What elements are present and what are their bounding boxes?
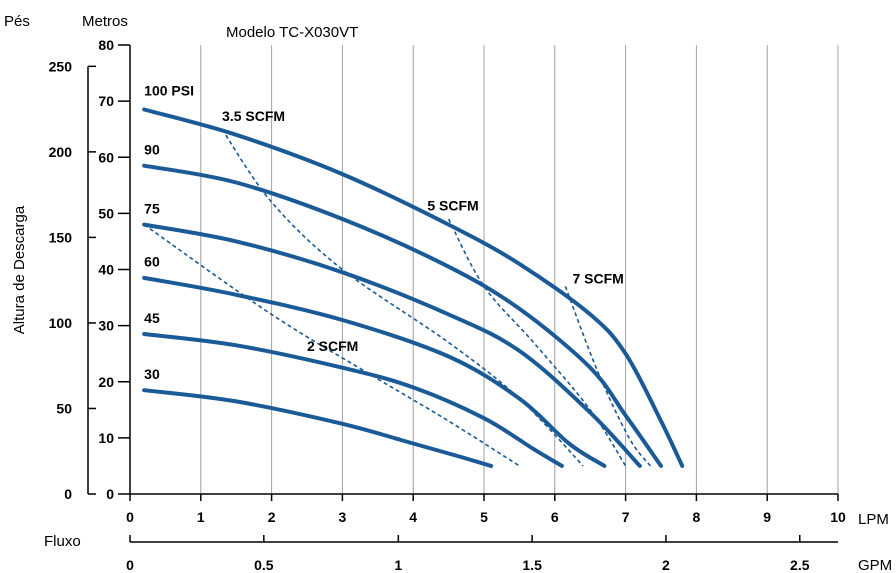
curve-label: 7 SCFM bbox=[573, 271, 624, 287]
pressure-curves bbox=[142, 107, 685, 468]
meters-tick-label: 40 bbox=[98, 262, 114, 278]
right-unit-label: Metros bbox=[82, 13, 128, 30]
lpm-tick-label: 3 bbox=[339, 509, 347, 525]
flow-label: Fluxo bbox=[44, 533, 81, 550]
scfm-line-2 bbox=[221, 128, 584, 467]
left-unit-label: Pés bbox=[4, 13, 30, 30]
grid-lines bbox=[200, 45, 839, 494]
curve-label: 2 SCFM bbox=[307, 338, 358, 354]
lpm-tick-label: 6 bbox=[551, 509, 559, 525]
pressure-curve-4 bbox=[142, 275, 607, 468]
lpm-tick-label: 1 bbox=[197, 509, 205, 525]
curve-label: 30 bbox=[144, 366, 160, 382]
curve-label: 3.5 SCFM bbox=[222, 108, 285, 124]
curve-label: 5 SCFM bbox=[427, 198, 478, 214]
meters-tick-label: 70 bbox=[98, 93, 114, 109]
lpm-axis-label: LPM bbox=[858, 511, 889, 528]
gpm-tick-label: 2 bbox=[662, 557, 670, 573]
meters-tick-label: 0 bbox=[106, 486, 114, 502]
y-axis-label: Altura de Descarga bbox=[11, 205, 28, 334]
lpm-tick-label: 8 bbox=[693, 509, 701, 525]
feet-tick-label: 50 bbox=[56, 400, 72, 416]
curve-label: 100 PSI bbox=[144, 83, 194, 99]
lpm-tick-label: 5 bbox=[480, 509, 488, 525]
curve-label: 75 bbox=[144, 200, 160, 216]
curve-labels: 100 PSI 90 75 60 45 30 3.5 SCFM 5 SCFM 7 SCFM 2 S… bbox=[144, 83, 624, 382]
lpm-tick-label: 7 bbox=[622, 509, 630, 525]
gpm-tick-label: 0.5 bbox=[254, 557, 274, 573]
lpm-tick-label: 0 bbox=[126, 509, 134, 525]
meters-tick-label: 80 bbox=[98, 37, 114, 53]
pressure-curve-6 bbox=[142, 388, 494, 468]
meters-tick-label: 20 bbox=[98, 374, 114, 390]
pressure-curve-1 bbox=[142, 107, 685, 468]
pressure-curve-5 bbox=[142, 332, 564, 468]
feet-tick-label: 200 bbox=[49, 144, 73, 160]
lpm-tick-label: 4 bbox=[409, 509, 417, 525]
gpm-tick-label: 2.5 bbox=[790, 557, 810, 573]
feet-tick-label: 250 bbox=[49, 58, 73, 74]
gpm-tick-label: 1.5 bbox=[522, 557, 542, 573]
meters-tick-label: 50 bbox=[98, 205, 114, 221]
scfm-line-3 bbox=[447, 218, 627, 467]
curve-label: 60 bbox=[144, 254, 160, 270]
lpm-tick-label: 2 bbox=[268, 509, 276, 525]
feet-tick-label: 0 bbox=[64, 486, 72, 502]
pressure-curve-2 bbox=[142, 163, 663, 468]
meters-tick-label: 60 bbox=[98, 149, 114, 165]
pressure-curve-3 bbox=[142, 222, 642, 468]
meters-tick-label: 10 bbox=[98, 430, 114, 446]
curve-label: 90 bbox=[144, 141, 160, 157]
meters-tick-label: 30 bbox=[98, 318, 114, 334]
scfm-line-4 bbox=[564, 286, 652, 467]
lpm-tick-label: 10 bbox=[830, 509, 846, 525]
lpm-tick-label: 9 bbox=[763, 509, 771, 525]
feet-tick-label: 100 bbox=[49, 315, 73, 331]
feet-tick-label: 150 bbox=[49, 229, 73, 245]
gpm-tick-label: 0 bbox=[126, 557, 134, 573]
curve-label: 45 bbox=[144, 310, 160, 326]
gpm-tick-label: 1 bbox=[394, 557, 402, 573]
gpm-axis-label: GPM bbox=[858, 557, 892, 573]
chart-title: Modelo TC-X030VT bbox=[226, 24, 358, 41]
